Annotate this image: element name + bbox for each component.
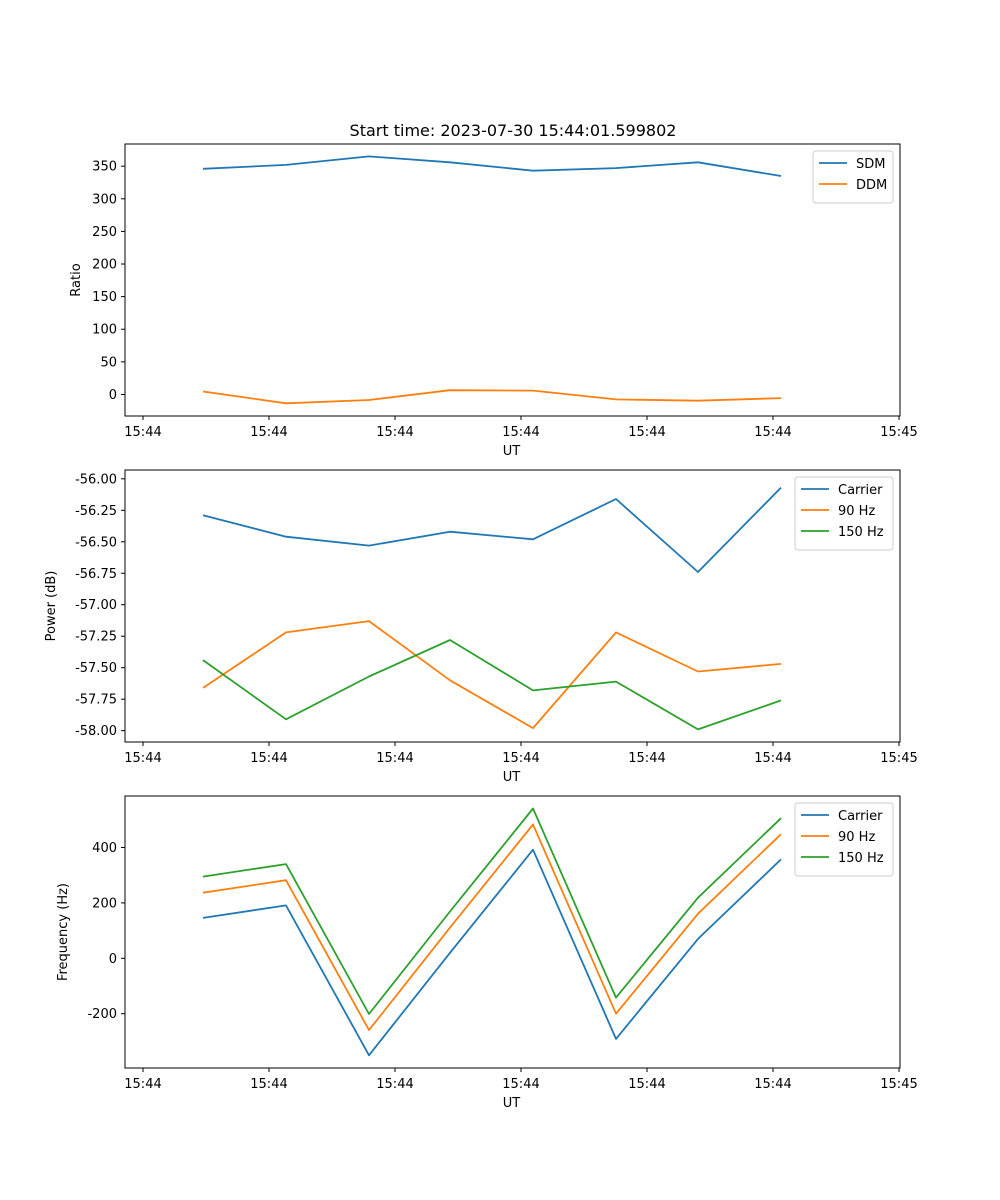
y-tick-label: 50 [100,355,117,370]
legend-label: Carrier [838,809,883,824]
x-tick-label: 15:44 [250,1077,287,1092]
figure-title: Start time: 2023-07-30 15:44:01.599802 [350,121,677,140]
y-tick-label: 400 [92,841,117,856]
x-tick-label: 15:44 [628,751,665,766]
x-tick-label: 15:44 [628,1077,665,1092]
x-tick-label: 15:44 [754,1077,791,1092]
y-tick-label: -56.25 [75,504,117,519]
legend-label: 90 Hz [838,504,875,519]
x-tick-label: 15:45 [880,751,917,766]
y-tick-label: 250 [92,225,117,240]
x-tick-label: 15:44 [124,751,161,766]
legend-frame [812,150,894,204]
x-tick-label: 15:44 [754,425,791,440]
y-tick-label: -57.50 [75,661,117,676]
y-axis-label: Frequency (Hz) [56,883,71,981]
x-tick-label: 15:44 [376,751,413,766]
chart-panel-2: 15:44 15:44 15:44 15:44 15:44 15:44 15:45 -58.0… [44,469,918,785]
axes-frame [124,469,901,743]
legend: Carrier 90 Hz 150 Hz [794,802,894,877]
x-tick-label: 15:44 [376,425,413,440]
y-tick-label: 300 [92,192,117,207]
x-tick-label: 15:44 [124,425,161,440]
legend: SDM DDM [812,150,894,204]
x-tick-label: 15:44 [124,1077,161,1092]
y-tick-label: -56.75 [75,567,117,582]
series-line-90-hz [202,620,782,729]
legend-label: 90 Hz [838,830,875,845]
x-tick-label: 15:44 [502,751,539,766]
y-tick-label: 0 [109,952,117,967]
y-tick-label: 100 [92,323,117,338]
series-line-150-hz [202,807,782,1015]
y-axis-label: Ratio [69,263,84,296]
x-axis-label: UT [503,770,521,785]
y-tick-label: -200 [87,1007,117,1022]
series-line-carrier [202,848,782,1057]
legend-label: SDM [856,157,885,172]
axes-frame [124,795,901,1069]
x-tick-label: 15:45 [880,425,917,440]
x-axis-label: UT [503,1096,521,1111]
legend-label: DDM [856,178,887,193]
series-line-90-hz [202,823,782,1031]
x-axis-label: UT [503,444,521,459]
y-tick-label: 200 [92,258,117,273]
x-tick-label: 15:44 [502,425,539,440]
y-tick-label: -56.50 [75,535,117,550]
y-tick-label: -57.25 [75,630,117,645]
legend: Carrier 90 Hz 150 Hz [794,476,894,551]
y-tick-label: -56.00 [75,472,117,487]
y-axis-label: Power (dB) [44,571,59,642]
y-tick-label: 0 [109,388,117,403]
x-tick-label: 15:44 [250,751,287,766]
x-tick-label: 15:44 [376,1077,413,1092]
x-tick-label: 15:45 [880,1077,917,1092]
axes-frame [124,143,901,417]
y-tick-label: -58.00 [75,724,117,739]
legend-label: 150 Hz [838,525,884,540]
series-line-sdm [202,155,782,177]
x-tick-label: 15:44 [754,751,791,766]
x-tick-label: 15:44 [628,425,665,440]
x-tick-label: 15:44 [502,1077,539,1092]
x-tick-label: 15:44 [250,425,287,440]
series-line-150-hz [202,639,782,731]
chart-panel-3: 15:44 15:44 15:44 15:44 15:44 15:44 15:45 -200 0… [56,795,918,1111]
y-tick-label: -57.75 [75,693,117,708]
chart-panel-1: 15:44 15:44 15:44 15:44 15:44 15:44 15:45 0 50 10… [69,143,918,459]
y-tick-label: 200 [92,896,117,911]
legend-label: Carrier [838,483,883,498]
y-tick-label: -57.00 [75,598,117,613]
y-tick-label: 150 [92,290,117,305]
legend-label: 150 Hz [838,851,884,866]
series-line-carrier [202,486,782,573]
series-line-ddm [202,389,782,405]
y-tick-label: 350 [92,160,117,175]
